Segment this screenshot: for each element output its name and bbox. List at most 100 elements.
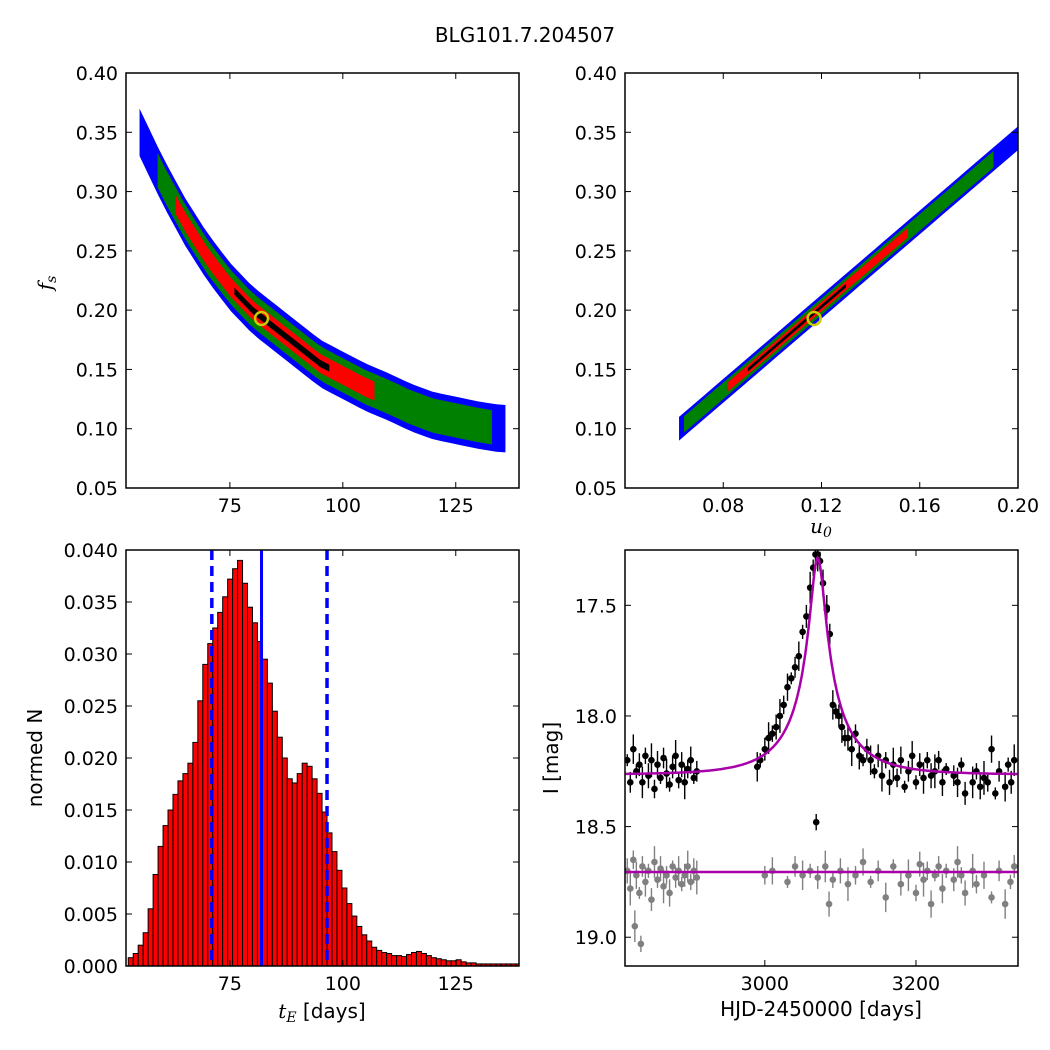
- photometry-point: [684, 863, 692, 870]
- histogram-bar: [197, 700, 204, 966]
- te-histogram-frame: [125, 549, 520, 967]
- photometry-point: [1001, 783, 1009, 791]
- histogram-bar: [361, 934, 368, 966]
- photometry-point: [657, 774, 664, 782]
- photometry-point: [663, 871, 670, 879]
- fs-u0-ticks: 0.08 0.12 0.16 0.20 0.05 0.10 0.15 0.20 0.25 0.30…: [575, 63, 1039, 517]
- photometry-point: [976, 783, 984, 791]
- model-light-curve: [625, 555, 1018, 776]
- histogram-bar: [376, 949, 383, 966]
- photometry-point: [867, 756, 874, 764]
- photometry-point: [852, 871, 859, 879]
- histogram-bar: [261, 658, 268, 966]
- histogram-bar: [127, 957, 134, 966]
- histogram-bar: [207, 643, 214, 966]
- x-tick-label: 75: [218, 495, 242, 517]
- photometry-point: [626, 885, 634, 892]
- core-confidence-region: [234, 287, 330, 372]
- histogram-bar: [182, 773, 189, 966]
- photometry-point: [637, 940, 645, 948]
- histogram-bar: [227, 578, 234, 966]
- histogram-bar: [425, 955, 432, 966]
- histogram-bar: [420, 953, 427, 966]
- photometry-point: [825, 900, 833, 908]
- photometry-point: [765, 734, 772, 742]
- y-tick-label: 0.25: [76, 241, 118, 263]
- histogram-bar: [222, 596, 229, 966]
- y-tick-label: 0.005: [64, 904, 118, 926]
- y-tick-label: 0.010: [64, 852, 118, 874]
- photometry-point: [625, 756, 631, 764]
- x-tick-label: 100: [325, 495, 361, 517]
- x-tick-label: 100: [325, 973, 361, 995]
- photometry-point: [799, 628, 806, 636]
- histogram-bar: [410, 951, 417, 966]
- photometry-point: [678, 880, 685, 888]
- photometry-point: [908, 752, 916, 760]
- y-tick-label: 0.10: [76, 419, 118, 441]
- photometry-point: [681, 779, 689, 786]
- photometry-point: [939, 779, 946, 786]
- photometry-point: [678, 761, 685, 768]
- fs-u0-probability-map: [679, 126, 1018, 441]
- photometry-point: [651, 785, 658, 793]
- fs-axis-label: fs: [33, 276, 60, 293]
- photometry-point: [838, 723, 846, 731]
- photometry-point: [867, 878, 874, 886]
- u0-axis-label: u0: [810, 514, 832, 541]
- y-tick-label: 0.05: [575, 478, 617, 500]
- histogram-bar: [152, 873, 159, 966]
- photometry-point: [897, 880, 905, 888]
- photometry-point: [988, 894, 995, 901]
- photometry-point: [1001, 900, 1009, 908]
- photometry-point: [829, 701, 837, 709]
- photometry-point: [882, 894, 890, 901]
- histogram-bar: [381, 951, 388, 966]
- photometry-point: [924, 756, 931, 764]
- photometry-point: [878, 772, 886, 780]
- histogram-bar: [177, 780, 184, 966]
- photometry-point: [954, 858, 961, 866]
- photometry-point: [784, 683, 791, 691]
- histogram-bar: [356, 925, 363, 966]
- histogram-bar: [291, 782, 298, 966]
- photometry-point: [648, 896, 655, 903]
- y-tick-label: 0.40: [575, 63, 617, 85]
- photometry-point: [660, 883, 667, 890]
- histogram-bar: [316, 792, 323, 966]
- best-fit-marker: [806, 310, 822, 327]
- x-tick-label: 0.08: [702, 495, 744, 517]
- photometry-point: [958, 761, 965, 768]
- photometry-point: [669, 863, 676, 870]
- photometry-point: [761, 745, 769, 753]
- y-tick-label: 0.35: [76, 122, 118, 144]
- inner-confidence-region: [175, 195, 375, 401]
- histogram-bar: [247, 606, 253, 966]
- photometry-point: [931, 871, 939, 879]
- photometry-point: [812, 818, 820, 826]
- photometry-point: [821, 863, 829, 870]
- histogram-bar: [271, 710, 278, 966]
- photometry-point: [675, 776, 682, 784]
- histogram-bar: [142, 932, 149, 966]
- photometry-point: [961, 889, 969, 897]
- photometry-point: [980, 871, 988, 879]
- y-tick-label: 0.25: [575, 241, 617, 263]
- histogram-bar: [147, 908, 154, 966]
- photometry-point: [776, 712, 784, 720]
- histogram-bar: [192, 741, 199, 966]
- histogram-bar: [217, 611, 224, 966]
- photometry-point: [642, 878, 649, 886]
- histogram-bar: [251, 622, 258, 966]
- x-tick-label: 0.12: [800, 495, 842, 517]
- photometry-point: [693, 874, 701, 881]
- panel-light-curve: 3000 3200 17.5 18.0 18.5 19.0 I [mag] HJD-245…: [539, 549, 1019, 1021]
- photometry-point: [916, 860, 924, 868]
- y-tick-label: 0.20: [76, 300, 118, 322]
- photometry-point: [901, 783, 908, 791]
- photometry-point: [814, 874, 822, 881]
- fs-te-ticks: 75 100 125 0.05 0.10 0.15 0.20 0.25 0.30 0.35 0.40: [76, 63, 519, 517]
- photometry-point: [848, 745, 856, 753]
- photometry-point: [791, 663, 799, 671]
